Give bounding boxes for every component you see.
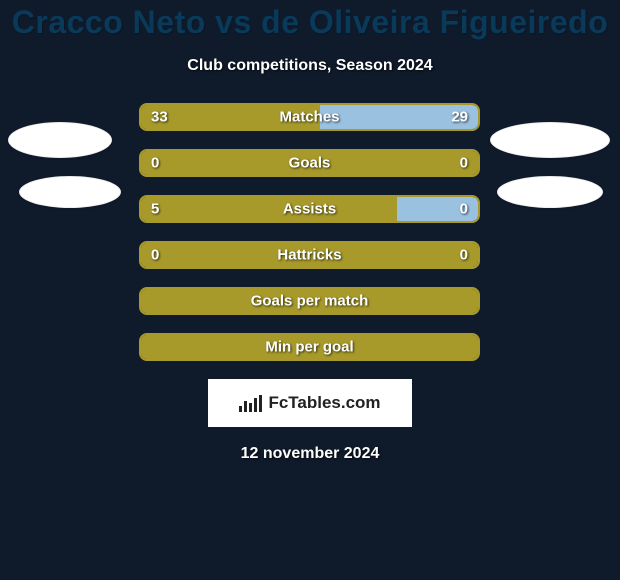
logo-text: FcTables.com <box>268 393 380 413</box>
fctables-logo: FcTables.com <box>208 379 412 427</box>
stat-bar: Min per goal <box>139 333 480 361</box>
stat-bar-left <box>141 243 478 267</box>
player-avatar <box>497 176 603 208</box>
date-label: 12 november 2024 <box>0 445 620 463</box>
stat-bar-left <box>141 289 478 313</box>
stat-bar: 00Goals <box>139 149 480 177</box>
comparison-infographic: Cracco Neto vs de Oliveira Figueiredo Cl… <box>0 0 620 580</box>
page-title: Cracco Neto vs de Oliveira Figueiredo <box>0 4 620 41</box>
stat-row: Goals per match <box>0 287 620 315</box>
stat-row: 00Hattricks <box>0 241 620 269</box>
stat-bar-left <box>141 335 478 359</box>
stat-bar-left <box>141 197 397 221</box>
player-avatar <box>490 122 610 158</box>
stat-value-right: 29 <box>451 109 468 126</box>
stat-value-left: 33 <box>151 109 168 126</box>
stat-value-right: 0 <box>460 201 468 218</box>
stat-bar: 50Assists <box>139 195 480 223</box>
player-avatar <box>19 176 121 208</box>
stat-bar: 3329Matches <box>139 103 480 131</box>
stat-bar: Goals per match <box>139 287 480 315</box>
logo-bars-icon <box>239 394 262 412</box>
stat-value-right: 0 <box>460 247 468 264</box>
stat-row: Min per goal <box>0 333 620 361</box>
subtitle: Club competitions, Season 2024 <box>0 57 620 75</box>
stat-bar-left <box>141 151 478 175</box>
stat-value-left: 5 <box>151 201 159 218</box>
player-avatar <box>8 122 112 158</box>
stat-bar: 00Hattricks <box>139 241 480 269</box>
stat-value-right: 0 <box>460 155 468 172</box>
stat-value-left: 0 <box>151 155 159 172</box>
stat-value-left: 0 <box>151 247 159 264</box>
